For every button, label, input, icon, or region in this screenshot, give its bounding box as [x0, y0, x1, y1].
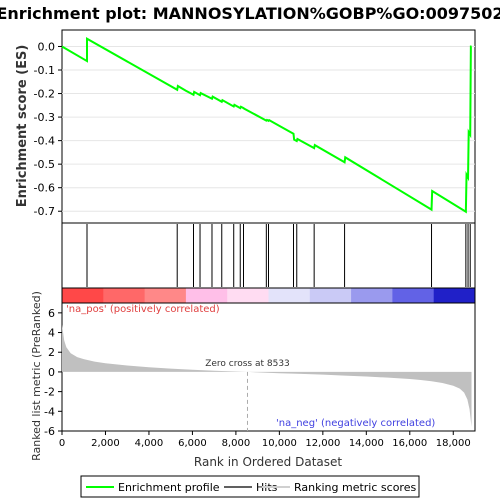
rank-x-axis-label: Rank in Ordered Dataset [194, 455, 342, 469]
ranking-metric-panel: Zero cross at 8533 'na_pos' (positively … [30, 291, 476, 469]
es-y-axis-label: Enrichment score (ES) [15, 45, 30, 208]
rank-y-tick-label: -4 [44, 405, 55, 418]
es-y-tick-label: -0.7 [34, 205, 55, 218]
color-bar-segment [309, 288, 352, 303]
es-y-tick-label: -0.4 [34, 135, 55, 148]
hits-panel [61, 222, 476, 289]
rank-y-tick-label: -6 [44, 425, 55, 438]
rank-x-tick-label: 12,000 [305, 438, 340, 449]
legend-label-enrichment: Enrichment profile [118, 481, 220, 494]
color-bar-segment [103, 288, 146, 303]
rank-x-tick-label: 18,000 [436, 438, 471, 449]
rank-y-tick-label: 2 [48, 346, 55, 359]
legend-label-ranking: Ranking metric scores [294, 481, 416, 494]
color-bar-segment [227, 288, 269, 303]
es-y-tick-label: -0.5 [34, 158, 55, 171]
pos-label: 'na_pos' (positively correlated) [66, 304, 220, 315]
es-y-ticks: 0.0 -0.1 -0.2 -0.3 -0.4 -0.5 -0.6 -0.7 [34, 40, 62, 218]
rank-x-tick-label: 0 [59, 438, 65, 449]
neg-label: 'na_neg' (negatively correlated) [276, 418, 435, 429]
color-bar-segment [185, 288, 228, 303]
rank-x-ticks: 0 2,000 4,000 6,000 8,000 10,000 12,000 14,000 1… [59, 431, 471, 449]
es-y-tick-label: 0.0 [38, 40, 56, 53]
color-bar-segment [392, 288, 435, 303]
es-gridlines [62, 45, 475, 212]
chart-title: Enrichment plot: MANNOSYLATION%GOBP%GO:0… [0, 4, 500, 23]
zero-cross-label: Zero cross at 8533 [205, 359, 290, 369]
es-y-tick-label: -0.6 [34, 182, 55, 195]
es-y-tick-label: -0.3 [34, 111, 55, 124]
color-bar-segment [268, 288, 311, 303]
color-bar-segment [351, 288, 393, 303]
rank-y-tick-label: 0 [48, 366, 55, 379]
rank-x-tick-label: 10,000 [262, 438, 297, 449]
es-y-tick-label: -0.1 [34, 64, 55, 77]
rank-y-axis-label: Ranked list metric (PreRanked) [30, 291, 43, 461]
ranking-metric-area [62, 324, 472, 428]
rank-x-tick-label: 6,000 [178, 438, 207, 449]
rank-y-tick-label: 6 [48, 307, 55, 320]
color-bar-segment [144, 288, 187, 303]
legend: Enrichment profile Hits Ranking metric s… [80, 475, 420, 498]
es-y-tick-label: -0.2 [34, 88, 55, 101]
rank-x-tick-label: 16,000 [392, 438, 427, 449]
rank-x-tick-label: 14,000 [349, 438, 384, 449]
color-bar-segment [433, 288, 476, 303]
enrichment-profile-line [61, 36, 472, 214]
rank-y-tick-label: -2 [44, 386, 55, 399]
rank-x-tick-label: 2,000 [91, 438, 120, 449]
rank-y-tick-label: 4 [48, 327, 55, 340]
es-panel: 0.0 -0.1 -0.2 -0.3 -0.4 -0.5 -0.6 -0.7 Enrichme… [15, 29, 476, 224]
rank-x-tick-label: 4,000 [135, 438, 164, 449]
es-plot-frame [61, 29, 476, 224]
rank-y-ticks: 6 4 2 0 -2 -4 -6 [44, 307, 62, 438]
color-bar-segment [62, 288, 104, 303]
ranking-color-bar [61, 287, 476, 304]
hit-marks [86, 224, 471, 287]
rank-x-tick-label: 8,000 [222, 438, 251, 449]
